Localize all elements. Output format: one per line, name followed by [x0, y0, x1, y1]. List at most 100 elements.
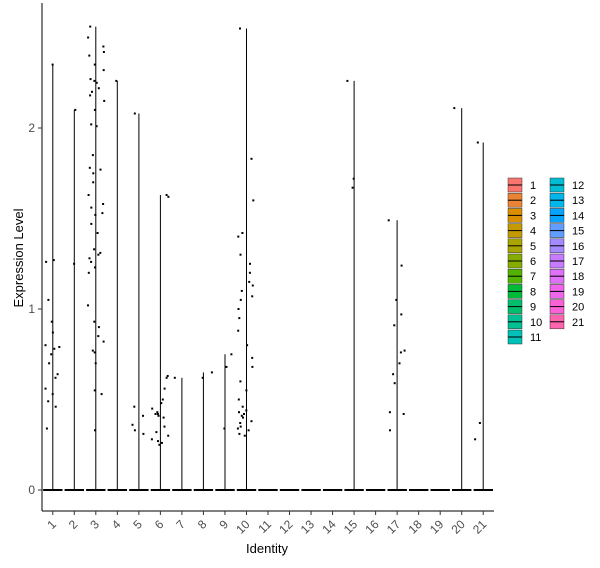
- data-point-1-2: [45, 260, 48, 263]
- data-point-10-21: [237, 398, 240, 401]
- violin-7: [172, 377, 192, 491]
- data-point-3-27: [90, 222, 93, 225]
- data-point-3-42: [93, 351, 96, 354]
- data-point-2-1: [73, 262, 76, 265]
- data-point-3-3: [102, 51, 105, 53]
- data-point-10-6: [249, 262, 251, 265]
- legend-item-18: 18: [549, 268, 584, 284]
- data-point-1-12: [54, 376, 57, 379]
- legend-label-15: 15: [572, 226, 584, 238]
- data-point-17-9: [393, 382, 396, 385]
- data-point-5-4: [133, 429, 136, 432]
- data-point-6-4: [163, 387, 166, 390]
- data-point-3-38: [97, 326, 100, 329]
- data-point-6-6: [160, 402, 163, 405]
- data-point-17-6: [399, 351, 402, 354]
- data-point-17-4: [393, 324, 396, 327]
- data-point-10-5: [239, 253, 242, 256]
- x-tick-label-3: 3: [87, 517, 102, 532]
- data-point-3-1: [87, 36, 90, 39]
- violin-4: [107, 80, 127, 491]
- data-point-3-45: [100, 393, 103, 396]
- data-point-6-13: [163, 425, 166, 428]
- legend-item-3: 3: [507, 208, 536, 223]
- data-point-3-10: [97, 87, 100, 90]
- data-point-3-22: [87, 194, 90, 196]
- data-point-3-20: [92, 172, 95, 175]
- violin-18: [409, 489, 429, 491]
- data-point-3-39: [97, 335, 100, 338]
- y-tick-label-1: 1: [28, 302, 35, 316]
- data-point-1-7: [58, 346, 61, 348]
- data-point-10-25: [243, 413, 245, 415]
- data-point-3-16: [95, 125, 98, 128]
- data-point-3-13: [103, 99, 106, 102]
- legend-item-7: 7: [507, 268, 536, 284]
- legend-item-15: 15: [549, 223, 584, 238]
- y-axis-ticks: 0 1 2: [28, 121, 42, 497]
- data-point-8-1: [201, 376, 204, 379]
- violin-3: [86, 26, 106, 491]
- data-point-10-33: [238, 432, 241, 435]
- legend-item-17: 17: [549, 253, 584, 269]
- axes: [41, 3, 494, 512]
- data-point-10-4: [237, 235, 240, 238]
- violin-10: [236, 28, 257, 491]
- x-tick-label-15: 15: [341, 517, 361, 537]
- violin-9: [215, 354, 235, 491]
- data-point-5-2: [142, 414, 144, 417]
- data-point-6-10: [154, 413, 157, 415]
- data-point-1-1: [52, 259, 55, 262]
- data-point-6-19: [158, 443, 161, 446]
- legend-item-13: 13: [549, 192, 584, 208]
- violin-20: [452, 108, 472, 491]
- data-point-3-6: [102, 69, 105, 72]
- data-point-10-22: [241, 405, 244, 408]
- violin-base-16: [365, 489, 386, 491]
- violin-base-11: [258, 489, 278, 491]
- x-tick-label-5: 5: [130, 517, 145, 532]
- data-point-3-17: [91, 154, 94, 157]
- data-point-1-14: [51, 393, 54, 396]
- violin-6: [150, 195, 171, 491]
- data-point-1-6: [44, 344, 47, 347]
- x-tick-label-9: 9: [216, 517, 231, 532]
- data-point-6-14: [155, 431, 158, 434]
- legend-label-16: 16: [572, 241, 584, 253]
- y-tick-label-0: 0: [28, 483, 35, 497]
- data-point-1-11: [56, 373, 59, 376]
- data-point-10-0: [239, 27, 241, 30]
- violin-12: [279, 489, 300, 491]
- data-point-3-28: [96, 232, 99, 234]
- legend-label-14: 14: [572, 210, 584, 222]
- data-point-6-8: [156, 411, 159, 414]
- violin-5: [129, 113, 149, 491]
- violin-15: [344, 80, 364, 491]
- data-point-3-29: [93, 248, 96, 251]
- data-point-10-20: [245, 389, 248, 392]
- data-point-3-41: [91, 349, 94, 352]
- legend-item-2: 2: [507, 192, 536, 208]
- violin-13: [301, 489, 321, 491]
- legend-label-8: 8: [530, 286, 536, 298]
- data-point-3-36: [87, 304, 89, 307]
- data-point-10-26: [240, 414, 243, 417]
- legend-item-9: 9: [507, 299, 536, 314]
- data-point-17-1: [400, 264, 403, 267]
- data-point-10-30: [239, 425, 242, 428]
- data-point-10-8: [248, 280, 251, 283]
- violin-2: [64, 109, 84, 491]
- data-point-10-23: [245, 409, 248, 412]
- data-point-10-28: [250, 420, 253, 423]
- legend-label-11: 11: [530, 332, 541, 344]
- data-point-3-33: [90, 260, 93, 263]
- data-point-1-4: [50, 320, 53, 323]
- violin-16: [365, 489, 386, 491]
- data-point-10-7: [248, 271, 251, 274]
- data-point-5-5: [142, 432, 145, 435]
- data-point-6-17: [157, 440, 159, 443]
- data-point-3-40: [102, 340, 105, 343]
- legend-item-12: 12: [549, 177, 584, 193]
- violin-8: [193, 372, 214, 491]
